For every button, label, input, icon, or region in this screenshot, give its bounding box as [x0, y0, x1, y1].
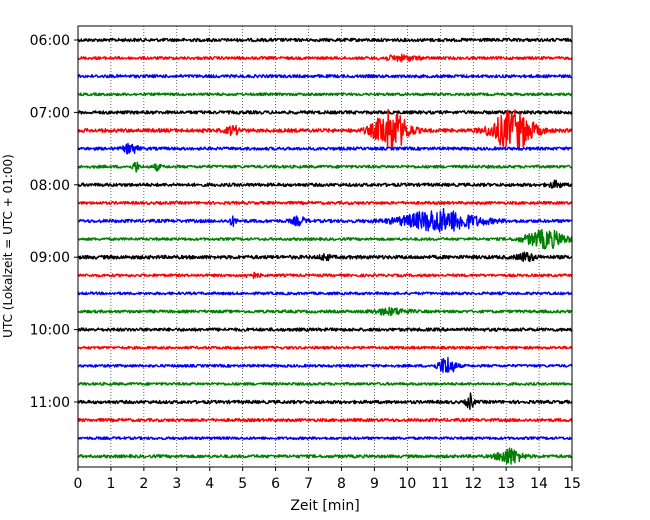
- trace-line: [77, 381, 573, 386]
- y-tick-label: 07:00: [30, 105, 70, 121]
- x-tick-label: 12: [464, 476, 482, 492]
- x-tick-label: 9: [370, 476, 379, 492]
- trace-lines: [77, 37, 573, 465]
- trace-line: [77, 291, 573, 296]
- trace-line: [77, 92, 573, 97]
- trace-line: [77, 37, 573, 43]
- trace-line: [77, 356, 573, 373]
- x-tick-label: 1: [106, 476, 115, 492]
- trace-line: [77, 327, 573, 332]
- trace-line: [77, 179, 573, 189]
- trace-line: [77, 228, 573, 250]
- plot-frame: [77, 25, 573, 468]
- trace-line: [77, 447, 573, 465]
- trace-line: [77, 200, 573, 205]
- x-tick-label: 11: [431, 476, 449, 492]
- trace-line: [77, 142, 573, 155]
- x-tick-label: 15: [563, 476, 581, 492]
- x-tick-label: 0: [74, 476, 83, 492]
- x-tick-label: 10: [398, 476, 416, 492]
- trace-line: [77, 109, 573, 151]
- trace-line: [77, 271, 573, 280]
- y-tick-label: 11:00: [30, 395, 70, 411]
- y-tick-label: 09:00: [30, 250, 70, 266]
- trace-line: [77, 74, 573, 79]
- x-tick-label: 4: [205, 476, 214, 492]
- x-tick-label: 2: [139, 476, 148, 492]
- x-tick-label: 13: [497, 476, 515, 492]
- x-tick-label: 5: [238, 476, 247, 492]
- x-tick-label: 6: [271, 476, 280, 492]
- y-tick-label: 10:00: [30, 323, 70, 339]
- trace-line: [77, 53, 573, 63]
- trace-line: [77, 417, 573, 423]
- trace-line: [77, 251, 573, 263]
- trace-line: [77, 110, 573, 115]
- x-axis-ticks: 0 1 2 3 4 5 6 7 8 9 10 11 12 13 14 15: [74, 467, 581, 492]
- trace-line: [77, 161, 573, 173]
- y-axis-label: UTC (Lokalzeit = UTC + 01:00): [1, 154, 15, 338]
- x-axis-label: Zeit [min]: [290, 498, 359, 514]
- y-tick-label: 08:00: [30, 178, 70, 194]
- trace-line: [77, 345, 573, 350]
- trace-line: [77, 207, 573, 233]
- trace-line: [77, 306, 573, 317]
- trace-line: [77, 436, 573, 441]
- trace-line: [77, 392, 573, 411]
- y-tick-label: 06:00: [30, 33, 70, 49]
- x-tick-label: 14: [530, 476, 548, 492]
- x-tick-label: 7: [304, 476, 313, 492]
- y-axis-ticks: 06:00 07:00 08:00 09:00 10:00 11:00: [30, 33, 78, 411]
- x-tick-label: 8: [337, 476, 346, 492]
- x-tick-label: 3: [172, 476, 181, 492]
